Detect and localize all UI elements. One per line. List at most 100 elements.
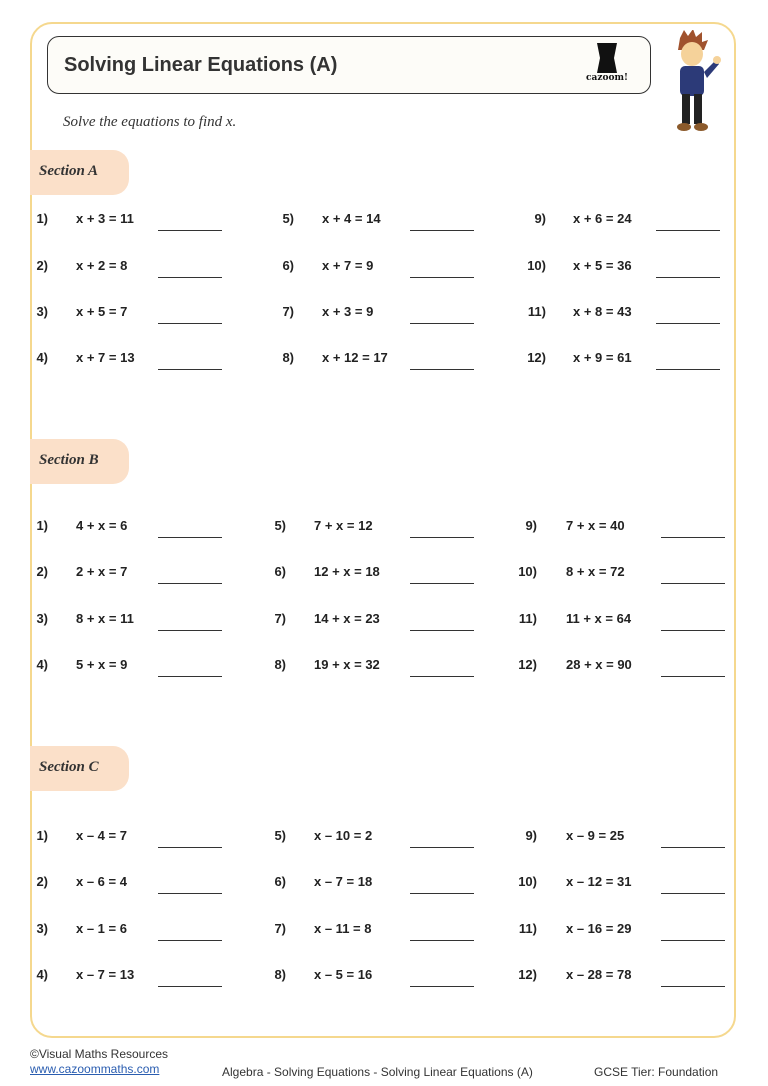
equation: x + 7 = 13 bbox=[76, 350, 135, 365]
equation: 8 + x = 11 bbox=[76, 611, 134, 626]
question-number: 11) bbox=[527, 304, 546, 319]
answer-blank[interactable] bbox=[410, 537, 474, 538]
answer-blank[interactable] bbox=[410, 940, 474, 941]
section-tab: Section A bbox=[30, 150, 129, 195]
equation: 4 + x = 6 bbox=[76, 518, 128, 533]
cazoom-logo: cazoom! bbox=[580, 43, 634, 87]
equation: x + 9 = 61 bbox=[573, 350, 632, 365]
question-number: 2) bbox=[36, 564, 48, 579]
question-number: 8) bbox=[274, 657, 286, 672]
answer-blank[interactable] bbox=[661, 537, 725, 538]
equation: x – 5 = 16 bbox=[314, 967, 373, 982]
equation: 2 + x = 7 bbox=[76, 564, 128, 579]
question-number: 8) bbox=[282, 350, 294, 365]
equation: x + 5 = 36 bbox=[573, 258, 632, 273]
question-number: 10) bbox=[527, 258, 546, 273]
equation: x – 12 = 31 bbox=[566, 874, 632, 889]
equation: x – 6 = 4 bbox=[76, 874, 127, 889]
answer-blank[interactable] bbox=[410, 323, 474, 324]
answer-blank[interactable] bbox=[410, 630, 474, 631]
answer-blank[interactable] bbox=[661, 986, 725, 987]
answer-blank[interactable] bbox=[158, 986, 222, 987]
equation: x – 1 = 6 bbox=[76, 921, 127, 936]
answer-blank[interactable] bbox=[661, 893, 725, 894]
answer-blank[interactable] bbox=[410, 230, 474, 231]
answer-blank[interactable] bbox=[158, 676, 222, 677]
footer-tier: GCSE Tier: Foundation bbox=[594, 1065, 719, 1079]
equation: x + 6 = 24 bbox=[573, 211, 632, 226]
question-number: 5) bbox=[282, 211, 294, 226]
answer-blank[interactable] bbox=[656, 369, 720, 370]
website-link[interactable]: www.cazoommaths.com bbox=[30, 1062, 160, 1076]
equation: x + 2 = 8 bbox=[76, 258, 128, 273]
question-number: 4) bbox=[36, 657, 48, 672]
question-number: 2) bbox=[36, 258, 48, 273]
question-number: 1) bbox=[36, 518, 48, 533]
equation: 28 + x = 90 bbox=[566, 657, 632, 672]
answer-blank[interactable] bbox=[158, 940, 222, 941]
question-number: 11) bbox=[518, 611, 537, 626]
equation: 14 + x = 23 bbox=[314, 611, 380, 626]
equation: 7 + x = 12 bbox=[314, 518, 373, 533]
answer-blank[interactable] bbox=[410, 369, 474, 370]
answer-blank[interactable] bbox=[656, 230, 720, 231]
question-number: 2) bbox=[36, 874, 48, 889]
answer-blank[interactable] bbox=[410, 847, 474, 848]
answer-blank[interactable] bbox=[410, 583, 474, 584]
answer-blank[interactable] bbox=[158, 583, 222, 584]
equation: x – 16 = 29 bbox=[566, 921, 632, 936]
answer-blank[interactable] bbox=[410, 676, 474, 677]
title-box: Solving Linear Equations (A) cazoom! bbox=[47, 36, 651, 94]
answer-blank[interactable] bbox=[410, 277, 474, 278]
section-tab: Section C bbox=[30, 746, 129, 791]
answer-blank[interactable] bbox=[661, 676, 725, 677]
equation: x – 7 = 18 bbox=[314, 874, 373, 889]
logo-icon bbox=[597, 43, 617, 73]
equation: 19 + x = 32 bbox=[314, 657, 380, 672]
question-number: 5) bbox=[274, 828, 286, 843]
answer-blank[interactable] bbox=[158, 847, 222, 848]
answer-blank[interactable] bbox=[661, 583, 725, 584]
question-number: 7) bbox=[282, 304, 294, 319]
section-label: Section A bbox=[39, 163, 99, 179]
equation: x – 7 = 13 bbox=[76, 967, 135, 982]
question-number: 6) bbox=[274, 874, 286, 889]
equation: x + 12 = 17 bbox=[322, 350, 388, 365]
answer-blank[interactable] bbox=[656, 323, 720, 324]
answer-blank[interactable] bbox=[158, 630, 222, 631]
section-label: Section B bbox=[39, 452, 99, 468]
question-number: 6) bbox=[282, 258, 294, 273]
equation: 11 + x = 64 bbox=[566, 611, 632, 626]
answer-blank[interactable] bbox=[661, 847, 725, 848]
equation: x + 7 = 9 bbox=[322, 258, 374, 273]
mascot-illustration bbox=[677, 30, 721, 131]
answer-blank[interactable] bbox=[158, 369, 222, 370]
instructions: Solve the equations to find x. bbox=[63, 114, 237, 130]
page-frame bbox=[30, 22, 736, 1038]
answer-blank[interactable] bbox=[410, 986, 474, 987]
equation: x + 5 = 7 bbox=[76, 304, 128, 319]
question-number: 11) bbox=[518, 921, 537, 936]
answer-blank[interactable] bbox=[158, 537, 222, 538]
answer-blank[interactable] bbox=[158, 230, 222, 231]
answer-blank[interactable] bbox=[656, 277, 720, 278]
logo-text: cazoom! bbox=[586, 73, 628, 83]
answer-blank[interactable] bbox=[158, 323, 222, 324]
equation: 8 + x = 72 bbox=[566, 564, 625, 579]
answer-blank[interactable] bbox=[158, 277, 222, 278]
answer-blank[interactable] bbox=[410, 893, 474, 894]
answer-blank[interactable] bbox=[661, 940, 725, 941]
answer-blank[interactable] bbox=[158, 893, 222, 894]
equation: x + 3 = 11 bbox=[76, 211, 134, 226]
equation: x + 3 = 9 bbox=[322, 304, 374, 319]
section-tab: Section B bbox=[30, 439, 129, 484]
question-number: 8) bbox=[274, 967, 286, 982]
question-number: 6) bbox=[274, 564, 286, 579]
equation: x + 8 = 43 bbox=[573, 304, 632, 319]
equation: x – 10 = 2 bbox=[314, 828, 373, 843]
answer-blank[interactable] bbox=[661, 630, 725, 631]
copyright: ©Visual Maths Resources bbox=[30, 1047, 169, 1061]
question-number: 7) bbox=[274, 921, 286, 936]
section-label: Section C bbox=[39, 759, 99, 775]
question-number: 12) bbox=[518, 657, 537, 672]
